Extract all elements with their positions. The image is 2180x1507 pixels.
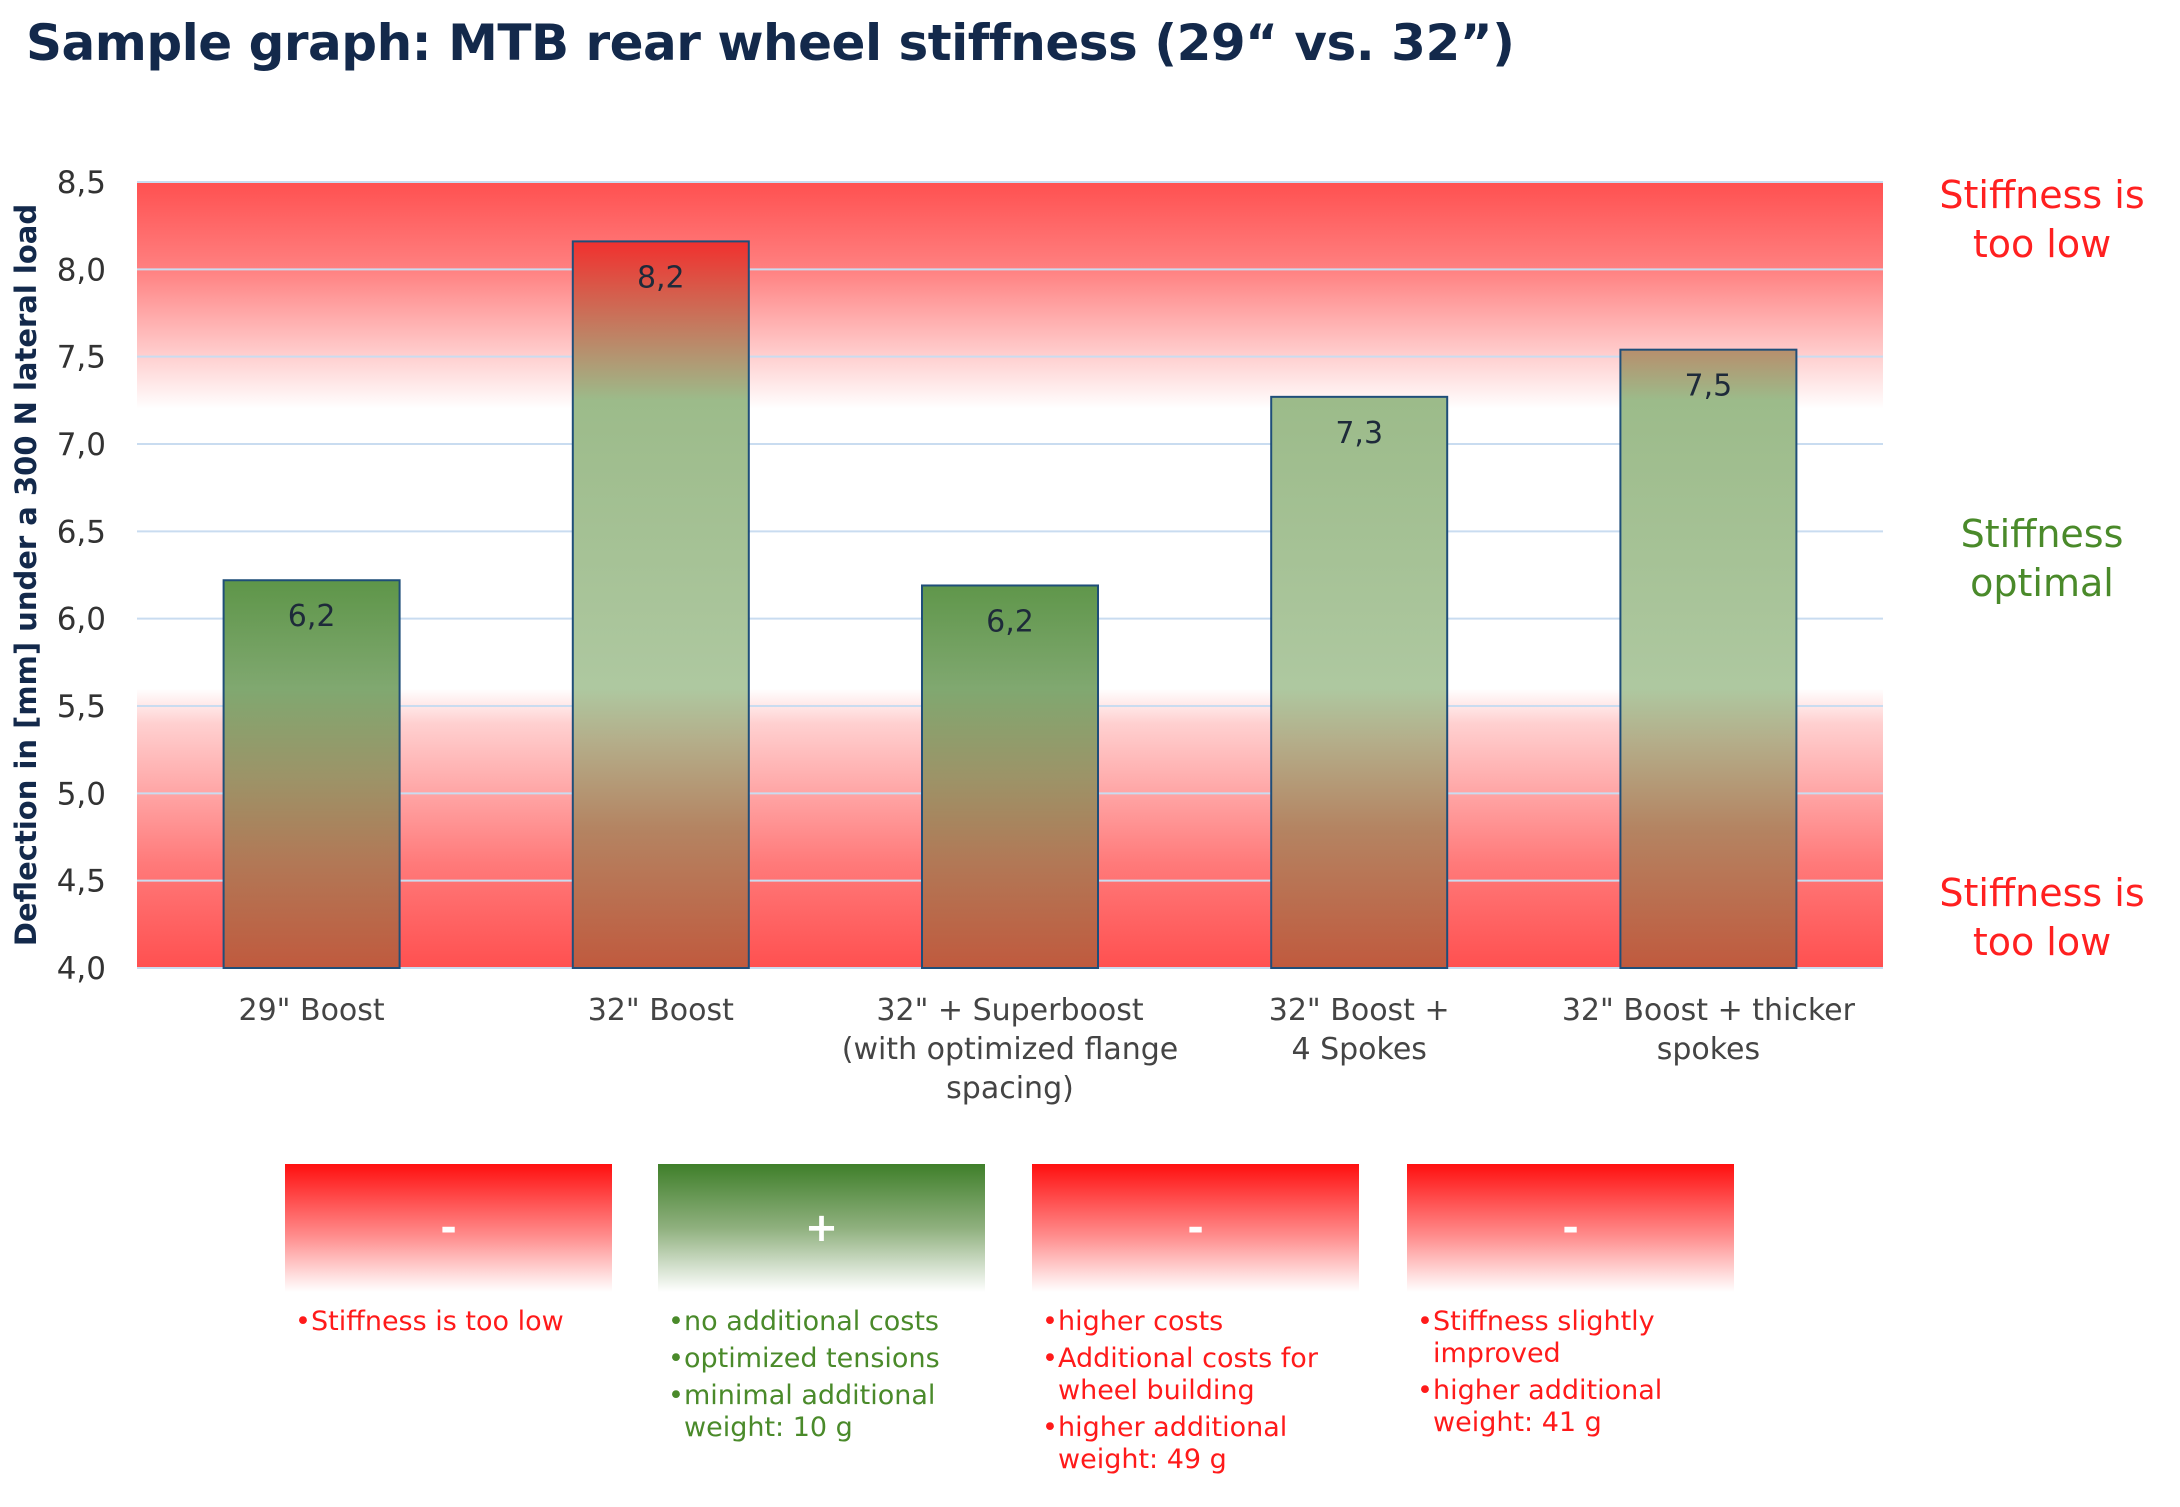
note-list: no additional costs optimized tensions min… <box>658 1306 985 1444</box>
y-tick-label: 8,0 <box>57 252 106 288</box>
data-label: 8,2 <box>637 260 685 295</box>
y-tick-label: 7,5 <box>57 340 106 376</box>
zone-label: too low <box>1973 222 2111 266</box>
y-tick-label: 8,5 <box>57 165 106 201</box>
note-card: - higher costs Additional costs for wheel … <box>1032 1164 1359 1481</box>
note-item: no additional costs <box>668 1306 985 1338</box>
zone-label: too low <box>1973 920 2111 964</box>
zone-label: Stiffness is <box>1939 173 2144 217</box>
note-item: Stiffness slightly improved <box>1417 1306 1734 1370</box>
con-header: - <box>1407 1164 1734 1292</box>
x-tick-label: (with optimized flange <box>842 1032 1179 1067</box>
x-tick-label: 32" + Superboost <box>876 993 1143 1028</box>
y-tick-label: 7,0 <box>57 427 106 463</box>
note-list: Stiffness slightly improvedhigher additi… <box>1407 1306 1734 1439</box>
x-tick-label: 29" Boost <box>238 993 384 1028</box>
data-label: 7,3 <box>1335 416 1383 451</box>
y-axis-label: Deflection in [mm] under a 300 N lateral… <box>9 204 43 946</box>
con-header: - <box>1032 1164 1359 1292</box>
zone-label: Stiffness <box>1961 512 2124 556</box>
pro-header: + <box>658 1164 985 1292</box>
x-tick-label: 32" Boost <box>588 993 734 1028</box>
y-tick-label: 5,5 <box>57 689 106 725</box>
data-label: 6,2 <box>986 604 1034 639</box>
y-tick-label: 6,0 <box>57 602 106 638</box>
data-label: 6,2 <box>288 599 336 634</box>
y-tick-label: 6,5 <box>57 514 106 550</box>
data-label: 7,5 <box>1685 369 1733 404</box>
note-card: - Stiffness is too low <box>285 1164 612 1343</box>
x-tick-label: 32" Boost + <box>1269 993 1450 1028</box>
note-item: Stiffness is too low <box>295 1306 612 1338</box>
zone-label: optimal <box>1970 561 2114 605</box>
bar <box>1270 395 1449 969</box>
x-tick-label: spacing) <box>946 1071 1074 1106</box>
con-header: - <box>285 1164 612 1292</box>
note-card: - Stiffness slightly improvedhigher addit… <box>1407 1164 1734 1444</box>
note-item: minimal additional weight: 10 g <box>668 1380 985 1444</box>
bar <box>1619 348 1798 969</box>
y-tick-label: 4,0 <box>57 951 106 987</box>
zone-label: Stiffness is <box>1939 871 2144 915</box>
note-card: + no additional costs optimized tensions mi… <box>658 1164 985 1449</box>
y-tick-label: 4,5 <box>57 864 106 900</box>
chart-title: Sample graph: MTB rear wheel stiffness (… <box>26 14 1515 72</box>
bar <box>921 584 1099 969</box>
note-item: optimized tensions <box>668 1343 985 1375</box>
x-tick-label: 32" Boost + thicker <box>1562 993 1856 1028</box>
note-item: Additional costs for wheel building <box>1042 1343 1359 1407</box>
note-item: higher additional weight: 41 g <box>1417 1375 1734 1439</box>
note-list: Stiffness is too low <box>285 1306 612 1338</box>
note-list: higher costs Additional costs for wheel b… <box>1032 1306 1359 1476</box>
bar <box>571 240 750 970</box>
note-item: higher additional weight: 49 g <box>1042 1412 1359 1476</box>
bar <box>222 579 401 969</box>
note-item: higher costs <box>1042 1306 1359 1338</box>
x-tick-label: 4 Spokes <box>1291 1032 1426 1067</box>
x-tick-label: spokes <box>1657 1032 1760 1067</box>
y-tick-label: 5,0 <box>57 776 106 812</box>
